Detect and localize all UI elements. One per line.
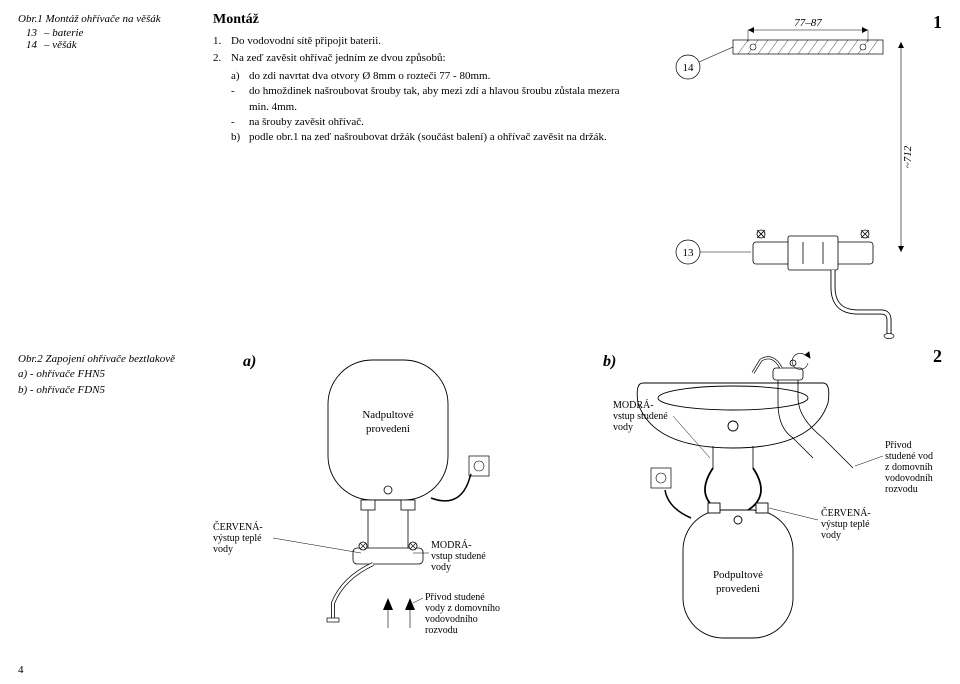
fig1-text: Montáž ohřívače na věšák	[46, 13, 161, 25]
cervena-a-l1: ČERVENÁ-	[213, 521, 263, 533]
sub-label: b)	[231, 130, 249, 145]
nadpult-l1: Nadpultové	[362, 409, 413, 421]
montaz-title: Montáž	[213, 12, 623, 28]
page-number-1: 1	[933, 12, 942, 33]
callout-13: 13	[683, 247, 695, 259]
svg-text:studené vody: studené vody	[885, 451, 933, 462]
diagram-1: 77–87 14	[633, 12, 923, 342]
dash-text: na šrouby zavěsit ohřívač.	[249, 115, 623, 130]
cervena-a-l2: výstup teplé	[213, 533, 262, 544]
dash-text: do hmoždinek našroubovat šrouby tak, aby…	[249, 84, 623, 115]
legend-txt: – věšák	[44, 39, 77, 51]
dash-label: -	[231, 115, 249, 130]
dash-label: -	[231, 84, 249, 115]
dim-side: ~712	[902, 145, 914, 168]
svg-text:provedeni: provedeni	[716, 583, 760, 595]
svg-text:Přívod: Přívod	[885, 440, 912, 451]
svg-text:vodovodního: vodovodního	[425, 614, 478, 625]
svg-text:MODRÁ-: MODRÁ-	[613, 399, 654, 411]
nadpult-l2: provedeni	[366, 423, 410, 435]
svg-text:vodovodního: vodovodního	[885, 473, 933, 484]
svg-text:výstup teplé: výstup teplé	[821, 519, 870, 530]
modra-a-l2: vstup studené	[431, 551, 486, 562]
svg-text:vody: vody	[821, 530, 841, 541]
diagram-2: 2 a) b) Nadpultové provedeni	[213, 348, 942, 648]
modra-a-l3: vody	[431, 562, 451, 573]
fig1-prefix: Obr.1	[18, 13, 43, 25]
svg-text:vody z domovního: vody z domovního	[425, 603, 500, 614]
callout-14: 14	[683, 62, 695, 74]
svg-text:vstup studené: vstup studené	[613, 411, 668, 422]
svg-text:rozvodu: rozvodu	[425, 625, 458, 636]
fig1-caption: Obr.1 Montáž ohřívače na věšák	[18, 12, 203, 27]
step-txt: Do vodovodní sítě připojit baterii.	[231, 34, 623, 49]
fig2-prefix: Obr.2	[18, 353, 43, 365]
svg-text:ČERVENÁ-: ČERVENÁ-	[821, 507, 871, 519]
svg-text:Podpultové: Podpultové	[713, 569, 763, 581]
step-txt: Na zeď zavěsit ohřívač jedním ze dvou zp…	[231, 51, 623, 66]
legend-num: 13	[26, 27, 44, 39]
cervena-a-l3: vody	[213, 544, 233, 555]
fig2-legend-a: a) - ohřívače FHN5	[18, 367, 203, 382]
svg-text:Přívod studené: Přívod studené	[425, 592, 485, 603]
sub-text: do zdi navrtat dva otvory Ø 8mm o rozteč…	[249, 69, 623, 84]
svg-text:vody: vody	[613, 422, 633, 433]
step-num: 2.	[213, 51, 231, 66]
fig1-legend: 13 – baterie 14 – věšák	[26, 27, 203, 51]
dim-top: 77–87	[794, 17, 822, 29]
modra-a-l1: MODRÁ-	[431, 539, 472, 551]
page-number-2: 2	[933, 346, 942, 367]
a-label: a)	[243, 353, 256, 370]
b-label: b)	[603, 353, 616, 370]
legend-num: 14	[26, 39, 44, 51]
step-num: 1.	[213, 34, 231, 49]
sub-label: a)	[231, 69, 249, 84]
fig2-legend-b: b) - ohřívače FDN5	[18, 383, 203, 398]
sub-text: podle obr.1 na zeď našroubovat držák (so…	[249, 130, 623, 145]
svg-text:rozvodu: rozvodu	[885, 484, 918, 495]
footer-page: 4	[18, 664, 24, 676]
legend-txt: – baterie	[44, 27, 83, 39]
svg-text:z domovního: z domovního	[885, 462, 933, 473]
montaz-steps: 1. Do vodovodní sítě připojit baterii. 2…	[213, 34, 623, 146]
fig2-text: Zapojení ohřívače beztlakově	[46, 353, 176, 365]
fig2-caption: Obr.2 Zapojení ohřívače beztlakově	[18, 352, 203, 367]
